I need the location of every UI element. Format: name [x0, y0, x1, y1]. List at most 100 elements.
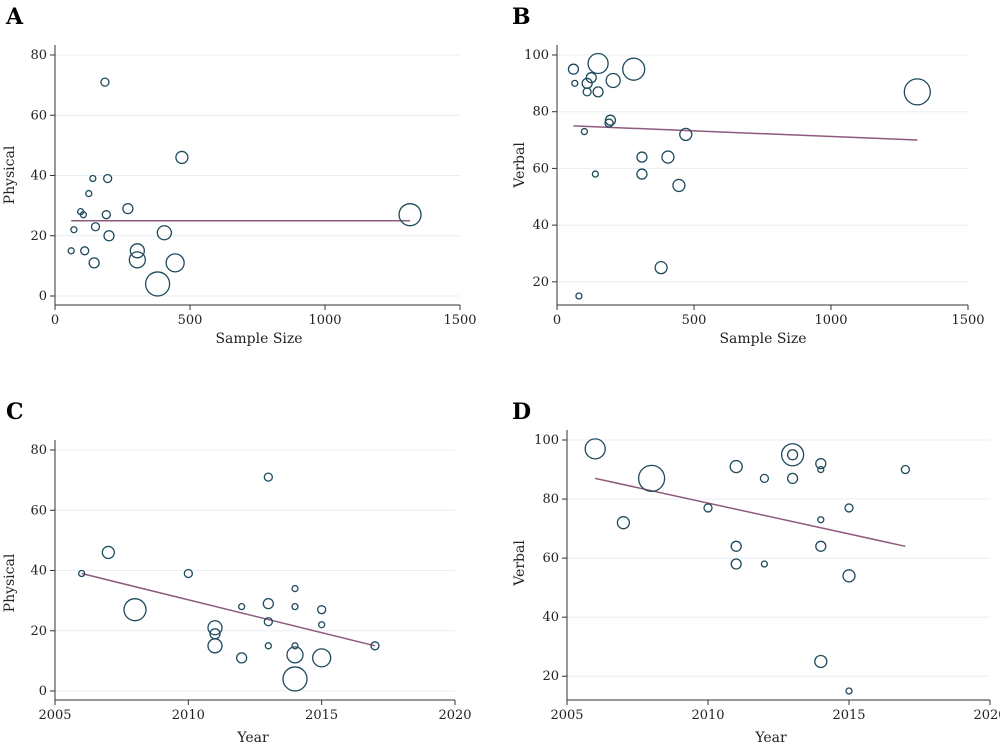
data-point: [103, 173, 113, 184]
y-tick-label: 0: [39, 289, 47, 304]
data-point: [89, 174, 97, 183]
y-tick-label: 40: [30, 169, 47, 184]
data-point: [80, 246, 90, 256]
data-point: [814, 654, 828, 669]
x-axis-label: Year: [754, 730, 787, 746]
y-tick-label: 60: [30, 108, 47, 123]
data-point: [79, 211, 87, 219]
data-point: [622, 57, 646, 81]
data-point: [759, 473, 770, 484]
data-point: [312, 648, 332, 668]
data-point: [661, 150, 675, 164]
data-point: [123, 598, 147, 622]
data-point: [103, 230, 115, 242]
x-tick-label: 2020: [438, 708, 471, 723]
y-axis-label: Verbal: [512, 540, 528, 587]
x-tick-label: 2015: [832, 708, 865, 723]
data-point: [317, 605, 327, 615]
fit-line: [81, 572, 376, 647]
data-point: [637, 464, 666, 493]
data-point: [587, 52, 609, 75]
y-tick-label: 60: [542, 551, 559, 566]
y-tick-label: 80: [542, 492, 559, 507]
data-point: [842, 569, 856, 583]
data-point: [291, 642, 299, 650]
data-point: [817, 516, 825, 524]
data-point: [370, 641, 380, 651]
data-point: [786, 472, 799, 485]
data-point: [575, 292, 583, 300]
data-point: [67, 247, 75, 255]
data-point: [582, 87, 592, 97]
data-point: [584, 438, 606, 460]
data-point: [817, 465, 825, 474]
data-point: [236, 652, 248, 664]
x-tick-label: 2010: [172, 708, 205, 723]
data-point: [636, 151, 648, 163]
x-tick-label: 500: [178, 313, 203, 328]
data-point: [263, 472, 273, 482]
y-tick-label: 60: [532, 161, 549, 176]
data-point: [85, 189, 93, 198]
panel-letter-a: A: [5, 4, 24, 30]
y-tick-label: 100: [534, 433, 559, 448]
y-tick-label: 60: [30, 503, 47, 518]
data-point: [903, 78, 931, 106]
data-point: [207, 620, 223, 636]
data-point: [122, 202, 134, 215]
data-point: [264, 642, 272, 650]
data-point: [263, 617, 273, 627]
x-tick-label: 1000: [814, 313, 847, 328]
y-tick-label: 40: [30, 564, 47, 579]
data-point: [580, 127, 589, 136]
data-point: [760, 560, 769, 568]
x-tick-label: 1500: [443, 313, 476, 328]
panel-letter-b: B: [512, 4, 531, 30]
data-point: [845, 687, 853, 695]
y-tick-label: 80: [532, 105, 549, 120]
panel-letter-c: C: [6, 399, 24, 425]
x-axis-label: Sample Size: [215, 331, 302, 347]
x-tick-label: 0: [51, 313, 59, 328]
data-point: [291, 584, 299, 593]
data-point: [101, 210, 111, 220]
data-point: [679, 127, 693, 142]
data-point: [815, 540, 827, 552]
fit-line: [595, 477, 906, 548]
panel-d: D Year Verbal 20 40 60 80 100 2005 2010 2015 202…: [512, 399, 1000, 746]
data-point: [567, 63, 580, 75]
data-point: [585, 72, 597, 84]
data-point: [70, 226, 78, 234]
data-point: [703, 503, 713, 513]
data-point: [129, 243, 146, 259]
y-tick-label: 20: [532, 275, 549, 290]
data-point: [165, 253, 185, 273]
data-point: [262, 597, 274, 610]
y-tick-label: 20: [30, 229, 47, 244]
data-point: [238, 603, 246, 611]
data-point: [780, 443, 805, 467]
data-point: [291, 603, 299, 611]
x-axis-label: Sample Size: [719, 331, 806, 347]
data-point: [398, 203, 422, 227]
y-tick-label: 20: [30, 624, 47, 639]
data-point: [101, 545, 115, 560]
panel-c: C Year Physical 0 20 40 60 80 2005 2010 2015 202…: [2, 399, 472, 746]
x-tick-label: 1000: [308, 313, 341, 328]
data-point: [207, 638, 223, 654]
y-tick-label: 40: [542, 610, 559, 625]
y-tick-label: 20: [542, 669, 559, 684]
data-point: [88, 257, 100, 269]
data-point: [729, 459, 743, 474]
data-point: [730, 540, 742, 552]
x-tick-label: 2020: [973, 708, 1000, 723]
data-point: [730, 558, 742, 570]
x-tick-label: 2010: [691, 708, 724, 723]
data-point: [604, 118, 614, 128]
x-tick-label: 2005: [550, 708, 583, 723]
x-axis-label: Year: [236, 730, 269, 746]
x-tick-label: 0: [553, 313, 561, 328]
x-tick-label: 500: [682, 313, 707, 328]
data-point: [128, 251, 147, 269]
